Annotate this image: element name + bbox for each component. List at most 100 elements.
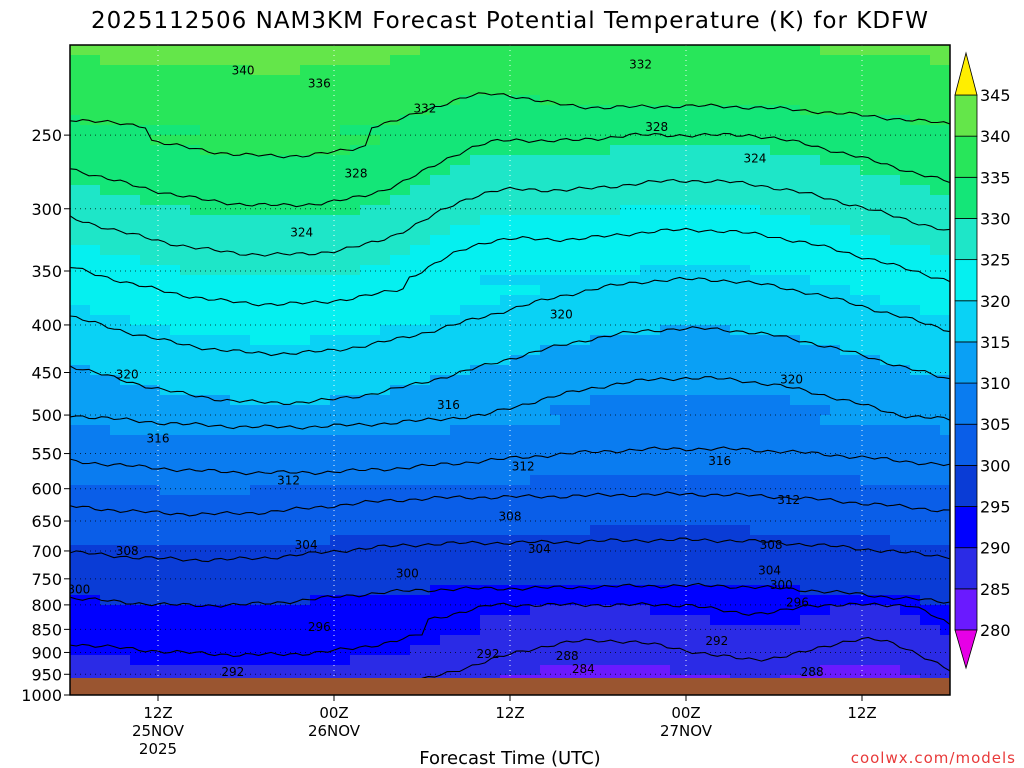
field-cell <box>760 635 771 646</box>
field-cell <box>410 525 421 536</box>
field-cell <box>820 295 831 306</box>
field-cell <box>160 255 171 266</box>
field-cell <box>540 215 551 226</box>
field-cell <box>580 585 591 596</box>
field-cell <box>190 665 201 676</box>
field-cell <box>150 65 161 76</box>
field-cell <box>750 455 761 466</box>
field-cell <box>620 415 631 426</box>
field-cell <box>820 195 831 206</box>
field-cell <box>570 655 581 666</box>
field-cell <box>750 585 761 596</box>
field-cell <box>150 625 161 636</box>
field-cell <box>640 75 651 86</box>
field-cell <box>760 405 771 416</box>
field-cell <box>740 185 751 196</box>
field-cell <box>100 365 111 376</box>
field-cell <box>640 365 651 376</box>
field-cell <box>210 75 221 86</box>
field-cell <box>150 515 161 526</box>
field-cell <box>270 275 281 286</box>
field-cell <box>380 605 391 616</box>
field-cell <box>270 595 281 606</box>
field-cell <box>760 75 771 86</box>
field-cell <box>490 605 501 616</box>
field-cell <box>390 635 401 646</box>
field-cell <box>170 415 181 426</box>
field-cell <box>470 655 481 666</box>
field-cell <box>280 255 291 266</box>
field-cell <box>820 215 831 226</box>
field-cell <box>400 555 411 566</box>
field-cell <box>310 475 321 486</box>
field-cell <box>300 555 311 566</box>
field-cell <box>490 435 501 446</box>
field-cell <box>810 405 821 416</box>
field-cell <box>300 495 311 506</box>
field-cell <box>600 255 611 266</box>
field-cell <box>250 455 261 466</box>
field-cell <box>400 345 411 356</box>
field-cell <box>540 335 551 346</box>
field-cell <box>430 265 441 276</box>
field-cell <box>430 75 441 86</box>
field-cell <box>700 65 711 76</box>
field-cell <box>350 155 361 166</box>
field-cell <box>210 155 221 166</box>
field-cell <box>320 465 331 476</box>
field-cell <box>300 105 311 116</box>
field-cell <box>130 445 141 456</box>
field-cell <box>490 275 501 286</box>
field-cell <box>200 425 211 436</box>
field-cell <box>560 365 571 376</box>
field-cell <box>180 295 191 306</box>
field-cell <box>640 415 651 426</box>
field-cell <box>530 105 541 116</box>
field-cell <box>800 655 811 666</box>
field-cell <box>290 185 301 196</box>
field-cell <box>670 495 681 506</box>
field-cell <box>670 335 681 346</box>
field-cell <box>440 575 451 586</box>
field-cell <box>750 295 761 306</box>
field-cell <box>780 625 791 636</box>
field-cell <box>430 185 441 196</box>
field-cell <box>470 515 481 526</box>
field-cell <box>470 435 481 446</box>
field-cell <box>280 105 291 116</box>
field-cell <box>630 145 641 156</box>
field-cell <box>400 565 411 576</box>
field-cell <box>730 85 741 96</box>
field-cell <box>510 555 521 566</box>
field-cell <box>670 625 681 636</box>
field-cell <box>570 405 581 416</box>
field-cell <box>620 45 631 56</box>
field-cell <box>240 85 251 96</box>
field-cell <box>620 145 631 156</box>
field-cell <box>480 615 491 626</box>
field-cell <box>710 475 721 486</box>
field-cell <box>570 555 581 566</box>
field-cell <box>500 605 511 616</box>
field-cell <box>210 135 221 146</box>
field-cell <box>810 245 821 256</box>
field-cell <box>650 635 661 646</box>
field-cell <box>670 485 681 496</box>
field-cell <box>570 565 581 576</box>
field-cell <box>790 405 801 416</box>
field-cell <box>790 265 801 276</box>
field-cell <box>450 75 461 86</box>
field-cell <box>700 185 711 196</box>
field-cell <box>670 505 681 516</box>
field-cell <box>350 175 361 186</box>
field-cell <box>730 45 741 56</box>
field-cell <box>380 355 391 366</box>
field-cell <box>200 75 211 86</box>
field-cell <box>240 65 251 76</box>
field-cell <box>230 115 241 126</box>
field-cell <box>830 395 841 406</box>
field-cell <box>720 205 731 216</box>
field-cell <box>620 595 631 606</box>
field-cell <box>590 595 601 606</box>
field-cell <box>410 335 421 346</box>
